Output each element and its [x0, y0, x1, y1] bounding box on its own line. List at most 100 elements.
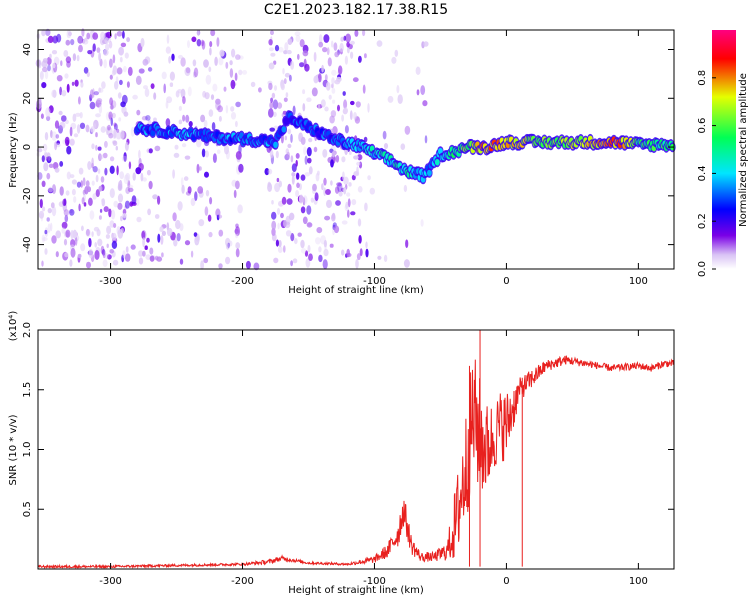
noise-speckle [331, 77, 335, 85]
noise-speckle [341, 156, 346, 163]
noise-speckle [41, 82, 47, 89]
noise-speckle [171, 53, 175, 61]
noise-speckle [326, 47, 330, 56]
noise-speckle [335, 200, 341, 206]
noise-speckle [61, 90, 67, 97]
noise-speckle [41, 260, 44, 267]
noise-speckle [295, 35, 301, 42]
noise-speckle [76, 54, 80, 62]
noise-speckle [330, 40, 334, 48]
noise-speckle [264, 168, 270, 176]
noise-speckle [274, 44, 280, 52]
noise-speckle [40, 213, 44, 222]
noise-speckle [285, 148, 289, 155]
noise-speckle [95, 174, 99, 183]
noise-speckle [173, 152, 180, 158]
noise-speckle [115, 131, 122, 140]
noise-speckle [88, 197, 93, 206]
snr-y-axis: 0.5 1.0 1.5 2.0 [22, 322, 674, 517]
noise-speckle [109, 220, 115, 228]
noise-speckle [51, 235, 57, 244]
noise-speckle [337, 104, 340, 112]
noise-speckle [350, 51, 354, 59]
noise-speckle [296, 182, 300, 189]
noise-speckle [145, 115, 151, 121]
noise-speckle [70, 39, 75, 46]
noise-speckle [326, 199, 332, 209]
noise-speckle [203, 257, 209, 264]
noise-speckle [83, 67, 89, 74]
noise-speckle [46, 217, 50, 222]
noise-speckle [415, 66, 421, 76]
noise-speckle [383, 254, 388, 262]
noise-speckle [271, 200, 274, 205]
noise-speckle [45, 28, 51, 36]
y-tick-label: -40 [22, 236, 33, 252]
noise-speckle [89, 101, 96, 110]
noise-speckle [291, 172, 296, 177]
y-tick-label: 1.0 [22, 442, 33, 458]
noise-speckle [229, 60, 233, 66]
noise-speckle [269, 47, 274, 52]
noise-speckle [117, 92, 122, 99]
noise-speckle [125, 246, 129, 253]
snr-panel: -300 -200 -100 0 100 0.5 1.0 1.5 2.0 Height of … [8, 311, 675, 596]
noise-speckle [161, 252, 164, 258]
noise-speckle [364, 53, 367, 59]
noise-speckle [331, 87, 336, 94]
noise-speckle [109, 97, 113, 106]
noise-speckle [225, 256, 231, 265]
noise-speckle [109, 188, 115, 199]
noise-speckle [201, 40, 206, 50]
noise-speckle [143, 85, 148, 90]
noise-speckle [276, 177, 280, 183]
noise-speckle [271, 211, 277, 220]
noise-speckle [92, 166, 98, 173]
noise-speckle [117, 193, 124, 203]
noise-speckle [208, 109, 214, 117]
noise-speckle [51, 206, 57, 217]
noise-speckle [42, 66, 48, 73]
noise-speckle [299, 62, 305, 68]
noise-speckle [343, 186, 347, 195]
noise-speckle [47, 208, 52, 214]
noise-speckle [356, 161, 361, 166]
spectrogram-frame [37, 29, 675, 270]
noise-speckle [44, 229, 48, 235]
noise-speckle [163, 83, 166, 94]
noise-speckle [109, 58, 113, 68]
noise-speckle [394, 49, 399, 57]
noise-speckle [229, 68, 234, 78]
noise-speckle [325, 189, 331, 195]
noise-speckle [55, 230, 61, 239]
x-tick-label: -100 [363, 576, 386, 587]
snr-y-axis-label: SNR (10 * v/v) [8, 414, 19, 485]
noise-speckle [85, 180, 90, 188]
noise-speckle [117, 229, 124, 239]
noise-speckle [330, 180, 333, 186]
noise-speckle [323, 34, 330, 43]
noise-speckle [46, 172, 51, 180]
noise-speckle [302, 195, 308, 205]
noise-speckle [55, 134, 60, 139]
noise-speckle [98, 215, 102, 220]
noise-speckle [178, 119, 183, 125]
noise-speckle [290, 155, 294, 163]
noise-speckle [76, 124, 81, 134]
noise-speckle [333, 42, 338, 51]
noise-speckle [188, 121, 193, 127]
y-tick-label: 0 [22, 144, 33, 150]
noise-speckle [119, 171, 125, 180]
noise-speckle [98, 87, 102, 93]
noise-speckle [333, 225, 340, 234]
noise-speckle [258, 87, 262, 93]
noise-speckle [281, 196, 287, 205]
noise-speckle [157, 195, 161, 205]
noise-speckle [286, 49, 292, 55]
colorbar-tick-label: 0.2 [697, 213, 708, 229]
noise-speckle [63, 50, 69, 57]
noise-speckle [334, 51, 340, 58]
noise-speckle [354, 29, 359, 37]
noise-speckle [46, 115, 51, 122]
noise-speckle [141, 230, 147, 240]
